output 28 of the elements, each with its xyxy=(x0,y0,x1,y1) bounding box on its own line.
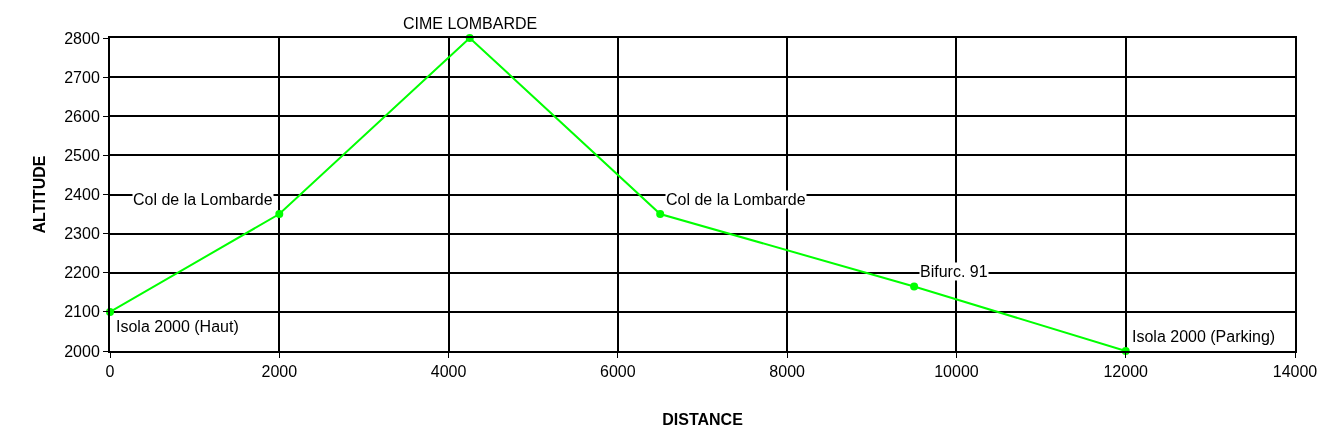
point xyxy=(910,282,919,291)
x-tick-label: 10000 xyxy=(934,363,979,381)
x-tick-label: 8000 xyxy=(769,363,806,381)
annotation: Col de la Lombarde xyxy=(133,191,273,208)
x-axis-title: DISTANCE xyxy=(662,411,744,429)
annotation: Col de la Lombarde xyxy=(666,191,806,208)
y-tick-label: 2600 xyxy=(64,107,100,125)
annotation: Isola 2000 (Haut) xyxy=(116,318,239,335)
y-tick-label: 2500 xyxy=(64,146,100,164)
x-tick-label: 14000 xyxy=(1272,363,1318,381)
y-tick-label: 2400 xyxy=(64,186,100,204)
y-axis-title: ALTITUDE xyxy=(30,155,48,234)
y-tick-label: 2700 xyxy=(64,68,100,86)
point xyxy=(275,210,284,219)
x-tick-label: 0 xyxy=(105,363,115,381)
y-tick-label: 2100 xyxy=(64,303,100,321)
y-tick-label: 2000 xyxy=(64,342,100,360)
x-tick-label: 4000 xyxy=(430,363,467,381)
annotation: CIME LOMBARDE xyxy=(403,15,538,32)
annotation: Bifurc. 91 xyxy=(920,263,988,280)
y-tick-label: 2200 xyxy=(64,264,100,282)
x-tick-label: 12000 xyxy=(1103,363,1149,381)
x-tick-label: 2000 xyxy=(261,363,298,381)
x-tick-label: 6000 xyxy=(600,363,636,381)
point xyxy=(656,210,665,219)
y-tick-label: 2300 xyxy=(64,225,100,243)
annotation: Isola 2000 (Parking) xyxy=(1132,328,1276,345)
y-tick-label: 2800 xyxy=(64,29,100,47)
